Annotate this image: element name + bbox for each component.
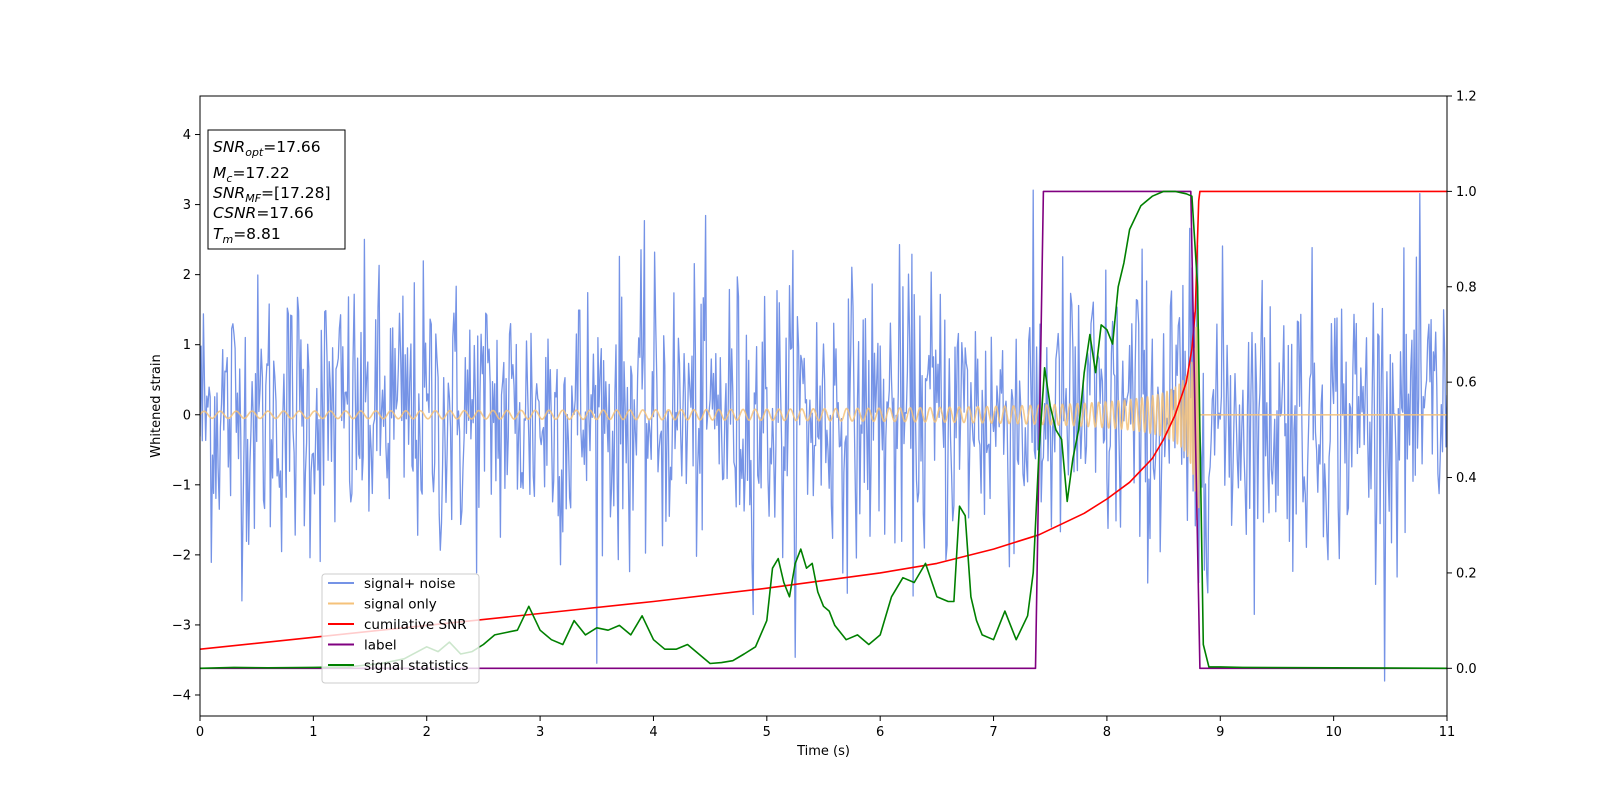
- info-snr-opt-symbol: SNR: [213, 138, 245, 156]
- info-csnr-value: =17.66: [256, 204, 313, 222]
- info-mc: Mc=17.22: [213, 164, 290, 185]
- info-snr-mf-value: =[17.28]: [261, 184, 330, 202]
- legend-items: signal+ noise signal only cumilative SNR la…: [328, 576, 468, 674]
- legend: signal+ noise signal only cumilative SNR la…: [321, 573, 480, 684]
- left-y-tick-label: 4: [183, 128, 191, 143]
- x-tick-label: 7: [989, 725, 997, 740]
- x-tick-label: 1: [309, 725, 317, 740]
- y-axis-label: Whitened strain: [149, 354, 164, 457]
- right-y-tick-label: 0.0: [1456, 662, 1477, 677]
- x-tick-label: 2: [423, 725, 431, 740]
- x-tick-label: 4: [649, 725, 657, 740]
- x-tick-label: 3: [536, 725, 544, 740]
- info-mc-value: =17.22: [232, 164, 289, 182]
- x-tick-label: 0: [196, 725, 204, 740]
- info-box-frame: [207, 129, 346, 250]
- right-y-tick-label: 1.0: [1456, 185, 1477, 200]
- legend-label: signal only: [364, 597, 437, 613]
- right-y-tick-label: 0.8: [1456, 280, 1477, 295]
- series-line-label: [200, 190, 1447, 670]
- info-tm-value: =8.81: [233, 225, 281, 243]
- info-tm-subscript: m: [222, 233, 233, 246]
- left-y-tick-label: 3: [183, 198, 191, 213]
- right-y-tick-label: 0.6: [1456, 376, 1477, 391]
- right-y-tick-label: 1.2: [1456, 90, 1477, 105]
- legend-frame: [321, 573, 480, 684]
- x-axis-label: Time (s): [796, 744, 850, 759]
- plot-frame: [199, 95, 1448, 717]
- series-line-signal-only: [200, 308, 1447, 521]
- info-box: SNRopt=17.66 Mc=17.22 SNRMF=[17.28] CSNR…: [207, 129, 346, 250]
- info-snr-opt: SNRopt=17.66: [213, 138, 321, 159]
- x-tick-label: 10: [1325, 725, 1342, 740]
- x-tick-label: 8: [1103, 725, 1111, 740]
- x-tick-label: 5: [763, 725, 771, 740]
- series-line-signal-statistics: [200, 190, 1447, 670]
- left-y-tick-label: −1: [172, 478, 191, 493]
- info-tm: Tm=8.81: [213, 225, 281, 246]
- info-snr-mf-subscript: MF: [245, 192, 261, 205]
- legend-label: signal+ noise: [364, 576, 455, 592]
- x-tick-label: 9: [1216, 725, 1224, 740]
- left-y-tick-label: −2: [172, 548, 191, 563]
- info-csnr: CSNR=17.66: [213, 204, 314, 222]
- left-y-tick-label: 2: [183, 268, 191, 283]
- info-csnr-symbol: CSNR: [213, 204, 256, 222]
- info-mc-subscript: c: [226, 172, 232, 185]
- x-tick-label: 11: [1439, 725, 1456, 740]
- info-snr-mf-symbol: SNR: [213, 184, 245, 202]
- right-y-tick-label: 0.2: [1456, 566, 1477, 581]
- info-snr-mf: SNRMF=[17.28]: [213, 184, 331, 205]
- info-snr-opt-value: =17.66: [263, 138, 320, 156]
- legend-label: label: [364, 638, 397, 654]
- legend-label: cumilative SNR: [364, 617, 467, 633]
- right-y-tick-label: 0.4: [1456, 471, 1477, 486]
- info-mc-symbol: M: [213, 164, 226, 182]
- series-layer: [200, 189, 1447, 682]
- left-y-tick-label: −3: [172, 618, 191, 633]
- x-tick-label: 6: [876, 725, 884, 740]
- left-y-tick-label: 1: [183, 338, 191, 353]
- info-snr-opt-subscript: opt: [245, 146, 264, 159]
- left-y-tick-label: 0: [183, 408, 191, 423]
- legend-label: signal statistics: [364, 658, 468, 674]
- series-line-signal-noise: [200, 189, 1447, 682]
- left-y-tick-label: −4: [172, 688, 191, 703]
- ticks-layer: 0 1 2 3 4 5 6 7 8 9 10 11 −4 −3 −2 −1 0 1 2 3 4 0.0 0.2 0.4 0.6 0…: [172, 90, 1477, 741]
- info-tm-symbol: T: [213, 225, 224, 243]
